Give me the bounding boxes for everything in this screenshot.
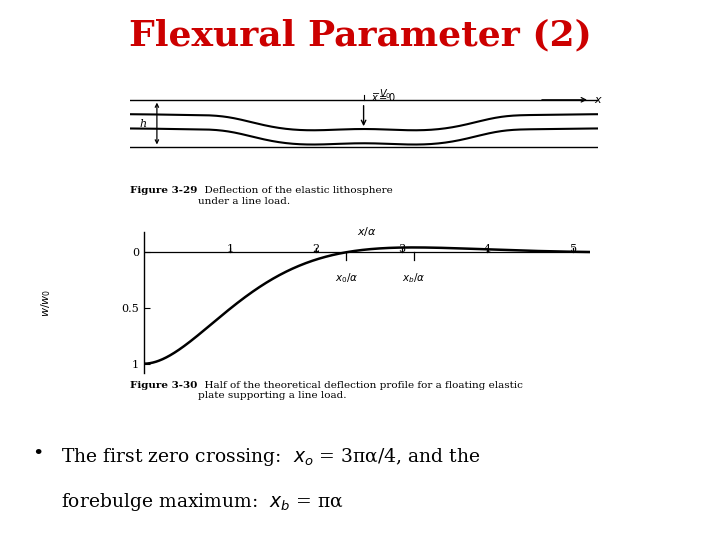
Text: Half of the theoretical deflection profile for a floating elastic
plate supporti: Half of the theoretical deflection profi… bbox=[198, 381, 523, 400]
Text: forebulge maximum:  $x_b$ = πα: forebulge maximum: $x_b$ = πα bbox=[61, 491, 344, 514]
Text: Deflection of the elastic lithosphere
under a line load.: Deflection of the elastic lithosphere un… bbox=[198, 186, 392, 206]
Text: •: • bbox=[32, 446, 44, 463]
Text: $x_0/\alpha$: $x_0/\alpha$ bbox=[335, 271, 358, 285]
Text: 2: 2 bbox=[312, 245, 319, 254]
Text: 4: 4 bbox=[484, 245, 491, 254]
Text: $x=0$: $x=0$ bbox=[372, 91, 397, 104]
Text: Flexural Parameter (2): Flexural Parameter (2) bbox=[129, 19, 591, 53]
Text: $x/\alpha$: $x/\alpha$ bbox=[357, 225, 377, 238]
Text: h: h bbox=[140, 119, 147, 129]
Text: $w/w_0$: $w/w_0$ bbox=[39, 288, 53, 316]
Text: 5: 5 bbox=[570, 245, 577, 254]
Text: 1: 1 bbox=[226, 245, 233, 254]
Text: Figure 3-29: Figure 3-29 bbox=[130, 186, 197, 195]
Text: 3: 3 bbox=[398, 245, 405, 254]
Text: $-V_0$: $-V_0$ bbox=[372, 87, 392, 100]
Text: Figure 3-30: Figure 3-30 bbox=[130, 381, 197, 390]
Text: The first zero crossing:  $x_o$ = 3πα/4, and the: The first zero crossing: $x_o$ = 3πα/4, … bbox=[61, 446, 481, 468]
Text: $x$: $x$ bbox=[594, 95, 603, 105]
Text: $x_b/\alpha$: $x_b/\alpha$ bbox=[402, 271, 426, 285]
